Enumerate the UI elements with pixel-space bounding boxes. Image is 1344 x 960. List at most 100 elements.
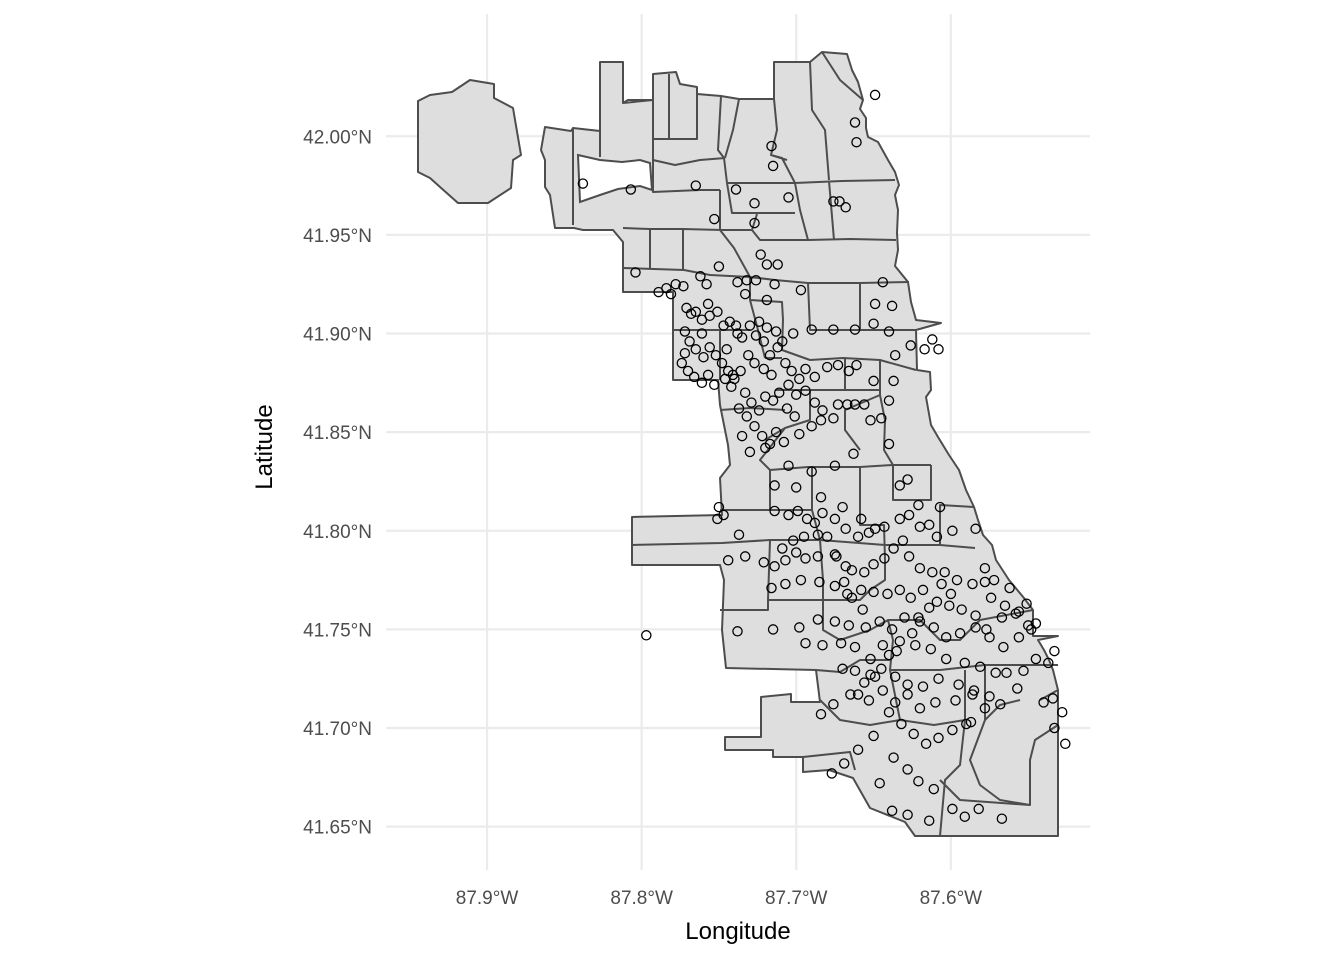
data-point xyxy=(773,387,785,398)
data-point xyxy=(749,420,760,432)
data-point xyxy=(914,703,926,714)
data-point xyxy=(947,803,958,815)
data-point xyxy=(682,365,694,377)
data-point xyxy=(814,576,825,588)
data-point xyxy=(766,582,777,594)
data-point xyxy=(883,326,895,337)
data-point xyxy=(843,365,855,377)
data-point xyxy=(996,813,1008,824)
data-point xyxy=(792,505,804,517)
data-point xyxy=(778,436,790,448)
data-point xyxy=(653,286,664,298)
axes: 87.9°W 87.8°W 87.7°W 87.6°W 41.65°N 41.70°N 41… xyxy=(303,127,982,909)
data-point xyxy=(869,671,881,682)
data-point xyxy=(834,196,845,207)
data-point xyxy=(883,649,895,661)
data-point xyxy=(766,140,777,152)
data-point xyxy=(852,744,864,755)
y-tick-label: 41.80°N xyxy=(303,522,372,543)
data-point xyxy=(1013,606,1025,617)
data-point xyxy=(704,342,715,353)
data-point xyxy=(736,430,748,442)
data-point xyxy=(1021,598,1032,609)
data-point xyxy=(852,689,864,700)
data-point xyxy=(1043,657,1054,669)
data-point xyxy=(806,466,817,477)
data-point xyxy=(1025,624,1037,635)
data-point xyxy=(1038,697,1049,708)
data-point xyxy=(749,357,760,369)
data-point xyxy=(1047,693,1059,704)
data-point xyxy=(713,261,725,272)
data-point xyxy=(902,474,913,485)
data-point xyxy=(897,535,909,546)
data-point xyxy=(795,284,807,296)
data-point xyxy=(829,549,841,560)
data-point xyxy=(670,278,681,290)
data-point xyxy=(789,411,800,422)
community-borders xyxy=(572,51,1059,837)
data-point xyxy=(726,381,737,393)
data-point xyxy=(698,351,709,363)
y-tick-label: 41.90°N xyxy=(303,325,372,346)
data-point xyxy=(920,738,932,750)
y-tick-label: 41.70°N xyxy=(303,719,372,740)
data-point xyxy=(772,259,783,270)
data-point xyxy=(933,732,944,744)
data-point xyxy=(947,525,958,537)
data-point xyxy=(826,768,838,779)
data-point xyxy=(869,89,881,101)
data-point xyxy=(1049,722,1060,734)
data-point xyxy=(899,612,910,623)
data-point xyxy=(806,324,817,335)
data-point xyxy=(876,663,887,675)
data-point xyxy=(733,403,745,414)
data-point xyxy=(859,566,870,578)
data-point xyxy=(855,584,867,596)
data-point xyxy=(787,535,799,546)
data-point xyxy=(746,397,757,408)
data-point xyxy=(812,529,824,540)
data-point xyxy=(761,259,773,270)
data-point xyxy=(772,342,783,353)
data-point xyxy=(832,359,844,371)
data-point xyxy=(865,669,876,680)
data-point xyxy=(837,663,848,675)
data-point xyxy=(951,574,963,586)
data-point xyxy=(732,276,743,288)
data-point xyxy=(984,691,995,702)
data-point xyxy=(933,344,944,355)
x-tick-label: 87.9°W xyxy=(456,888,519,909)
data-point xyxy=(859,677,870,688)
y-axis-title: Latitude xyxy=(251,404,278,489)
y-tick-label: 41.85°N xyxy=(303,423,372,444)
data-point xyxy=(783,192,794,203)
data-point xyxy=(696,328,708,339)
data-point xyxy=(817,639,828,651)
data-point xyxy=(877,685,889,696)
data-point xyxy=(849,324,861,335)
data-point xyxy=(1013,632,1025,643)
data-point xyxy=(767,395,779,406)
data-point xyxy=(970,523,981,535)
data-point xyxy=(743,349,754,361)
data-point xyxy=(744,320,756,331)
data-point xyxy=(749,217,760,229)
data-point xyxy=(903,551,915,562)
data-point xyxy=(894,513,906,525)
data-point xyxy=(868,730,879,742)
data-point xyxy=(979,703,991,714)
data-point xyxy=(923,815,935,826)
data-point xyxy=(863,695,875,706)
data-point xyxy=(809,397,821,408)
data-point xyxy=(931,596,943,608)
y-tick-label: 41.65°N xyxy=(303,818,372,839)
data-point xyxy=(806,420,817,432)
data-point xyxy=(688,371,700,383)
data-point xyxy=(829,616,841,627)
data-point xyxy=(767,160,779,172)
data-point xyxy=(998,641,1009,653)
data-point xyxy=(961,718,972,730)
data-point xyxy=(1010,608,1022,619)
data-point xyxy=(713,501,725,513)
